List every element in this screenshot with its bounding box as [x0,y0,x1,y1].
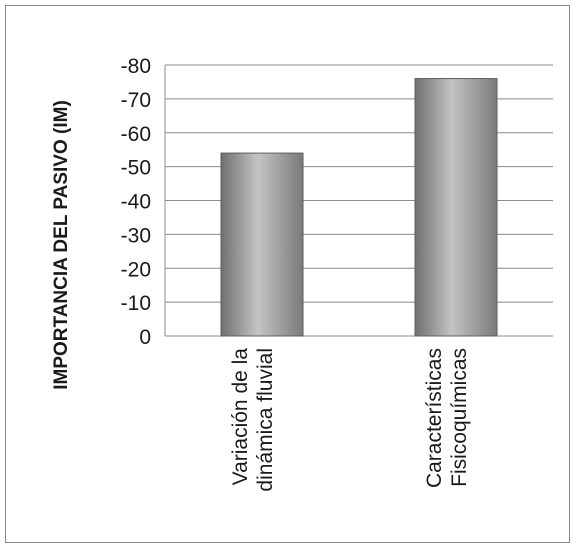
y-tick-label: -50 [121,157,151,180]
y-axis-label: IMPORTANCIA DEL PASIVO (IM) [51,100,72,390]
y-tick-label: -60 [121,123,151,146]
x-category-label-line: Características [423,348,446,488]
y-tick-label: -80 [121,55,151,78]
x-category-label-line: Fisicoquímicas [448,348,471,487]
x-category-label: Variación de ladinámica fluvial [229,348,277,492]
bar [414,78,498,337]
y-tick-label: -20 [121,258,151,281]
bars [220,78,498,337]
y-tick-label: -40 [121,191,151,214]
bar [220,152,304,337]
y-tick-label: 0 [139,326,151,349]
x-category-label-line: Variación de la [229,348,252,486]
x-category-labels: Variación de ladinámica fluvial Caracterí… [229,348,471,492]
y-tick-label: -10 [121,292,151,315]
y-tick-label: -70 [121,89,151,112]
y-tick-labels: -80 -70 -60 -50 -40 -30 -20 -10 0 [121,55,151,349]
y-tick-label: -30 [121,224,151,247]
x-category-label-line: dinámica fluvial [254,348,277,492]
x-category-label: CaracterísticasFisicoquímicas [423,348,471,488]
